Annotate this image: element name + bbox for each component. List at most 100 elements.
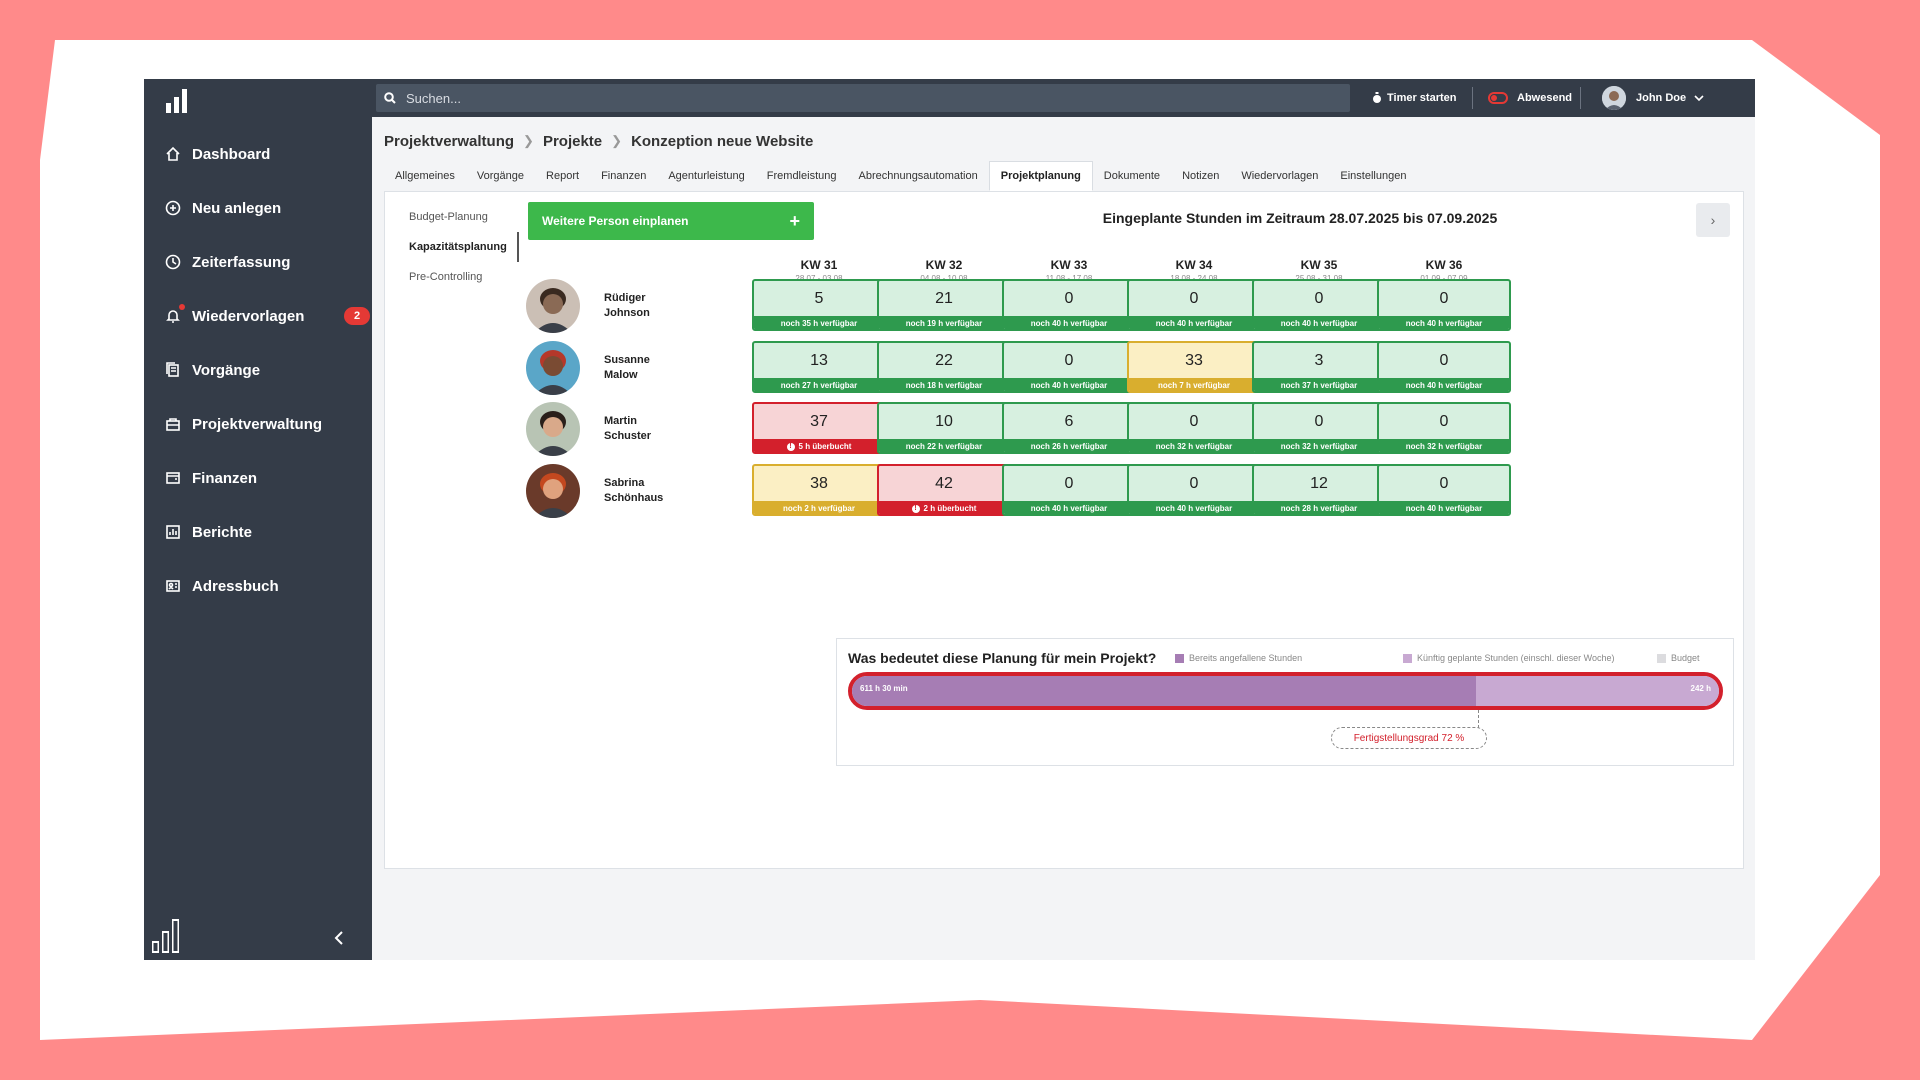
planned-hours: 22 — [935, 351, 953, 369]
availability-text: noch 40 h verfügbar — [1405, 381, 1483, 390]
capacity-cell[interactable]: 3 noch 37 h verfügbar — [1252, 341, 1386, 393]
tab-wiedervorlagen[interactable]: Wiedervorlagen — [1241, 170, 1319, 182]
stopwatch-icon — [1373, 92, 1381, 103]
capacity-cell[interactable]: 0 noch 40 h verfügbar — [1377, 341, 1511, 393]
capacity-cell[interactable]: 10 noch 22 h verfügbar — [877, 402, 1011, 454]
app-window: Dashboard Neu anlegen Zeiterfassung Wied… — [144, 79, 1755, 960]
capacity-cell[interactable]: 0 noch 40 h verfügbar — [1377, 464, 1511, 516]
sidebar-item-label: Projektverwaltung — [192, 415, 323, 433]
planned-hours: 12 — [1310, 474, 1328, 492]
capacity-cell[interactable]: 5 noch 35 h verfügbar — [752, 279, 886, 331]
search-input[interactable] — [406, 90, 1306, 106]
sidebar-item-dashboard[interactable]: Dashboard — [164, 139, 364, 169]
planned-hours: 42 — [935, 474, 953, 492]
person-name: Sabrina Schönhaus — [604, 476, 724, 506]
sidebar-item-zeiterfassung[interactable]: Zeiterfassung — [164, 247, 364, 277]
planned-hours: 21 — [935, 289, 953, 307]
absent-label: Abwesend — [1517, 92, 1573, 104]
planned-hours: 33 — [1185, 351, 1203, 369]
sidebar-item-wiedervorlagen[interactable]: Wiedervorlagen 2 — [164, 301, 370, 331]
last-name: Schuster — [604, 430, 652, 442]
availability-text: noch 7 h verfügbar — [1157, 381, 1230, 390]
completion-badge: Fertigstellungsgrad 72 % — [1331, 727, 1487, 749]
sidebar-item-vorgaenge[interactable]: Vorgänge — [164, 355, 364, 385]
next-period-button[interactable]: › — [1696, 203, 1730, 237]
capacity-cell[interactable]: 0 noch 40 h verfügbar — [1002, 341, 1136, 393]
tab-finanzen[interactable]: Finanzen — [601, 170, 647, 182]
absent-toggle[interactable]: Abwesend — [1488, 89, 1572, 107]
capacity-cell[interactable]: 0 noch 40 h verfügbar — [1377, 279, 1511, 331]
sidebar-item-berichte[interactable]: Berichte — [164, 517, 364, 547]
timer-start-button[interactable]: Timer starten — [1372, 89, 1457, 107]
tab-agenturleistung[interactable]: Agenturleistung — [668, 170, 745, 182]
capacity-cell[interactable]: 0 noch 40 h verfügbar — [1002, 279, 1136, 331]
availability-text: noch 27 h verfügbar — [780, 381, 858, 390]
sidebar-item-adressbuch[interactable]: Adressbuch — [164, 571, 364, 601]
capacity-cell[interactable]: 38 noch 2 h verfügbar — [752, 464, 886, 516]
week-header: KW 34 18.08 - 24.08 — [1127, 258, 1261, 283]
search-bar[interactable] — [376, 84, 1350, 112]
user-name: John Doe — [1636, 92, 1687, 104]
sidebar-item-label: Adressbuch — [192, 577, 279, 595]
planned-hours: 0 — [1189, 412, 1199, 430]
legend-swatch — [1657, 653, 1666, 663]
capacity-cell[interactable]: 0 noch 40 h verfügbar — [1127, 279, 1261, 331]
breadcrumb-item[interactable]: Projektverwaltung — [384, 132, 515, 150]
plus-icon: + — [789, 210, 800, 231]
breadcrumb-item[interactable]: Projekte — [542, 132, 603, 150]
last-name: Schönhaus — [604, 492, 664, 504]
availability-note: noch 40 h verfügbar — [1379, 501, 1509, 514]
week-header: KW 32 04.08 - 10.08 — [877, 258, 1011, 283]
collapse-sidebar-button[interactable] — [330, 927, 348, 949]
subnav-item[interactable]: Kapazitätsplanung — [385, 232, 519, 262]
planned-hours: 5 — [814, 289, 824, 307]
tab-abrechnungsautomation[interactable]: Abrechnungsautomation — [858, 170, 978, 182]
capacity-cell[interactable]: 21 noch 19 h verfügbar — [877, 279, 1011, 331]
documents-icon — [164, 361, 182, 379]
tab-dokumente[interactable]: Dokumente — [1103, 170, 1161, 182]
tab-vorg-nge[interactable]: Vorgänge — [476, 170, 525, 182]
first-name: Rüdiger — [604, 292, 646, 304]
legend-label: Künftig geplante Stunden (einschl. diese… — [1417, 653, 1615, 663]
tab-notizen[interactable]: Notizen — [1182, 170, 1220, 182]
capacity-cell[interactable]: 0 noch 32 h verfügbar — [1127, 402, 1261, 454]
avatar — [526, 341, 580, 395]
sidebar-item-projektverwaltung[interactable]: Projektverwaltung — [164, 409, 364, 439]
capacity-cell[interactable]: 22 noch 18 h verfügbar — [877, 341, 1011, 393]
subnav-item[interactable]: Pre-Controlling — [409, 271, 483, 283]
planned-hours: 3 — [1314, 351, 1324, 369]
breadcrumb: Projektverwaltung ❯ Projekte ❯ Konzeptio… — [384, 131, 813, 151]
sidebar-item-finanzen[interactable]: Finanzen — [164, 463, 364, 493]
planned-hours-bar — [1476, 676, 1719, 706]
legend-swatch — [1175, 653, 1184, 663]
subnav-item[interactable]: Budget-Planung — [409, 211, 488, 223]
capacity-cell[interactable]: 0 noch 32 h verfügbar — [1252, 402, 1386, 454]
tab-report[interactable]: Report — [546, 170, 580, 182]
sidebar-item-neu-anlegen[interactable]: Neu anlegen — [164, 193, 364, 223]
capacity-cell[interactable]: 42! 2 h überbucht — [877, 464, 1011, 516]
tab-allgemeines[interactable]: Allgemeines — [395, 170, 455, 182]
availability-note: noch 40 h verfügbar — [1004, 378, 1134, 391]
capacity-cell[interactable]: 0 noch 40 h verfügbar — [1127, 464, 1261, 516]
capacity-cell[interactable]: 37! 5 h überbucht — [752, 402, 886, 454]
add-person-button[interactable]: Weitere Person einplanen + — [528, 202, 814, 240]
divider — [1472, 87, 1473, 109]
week-dates: 01.09 - 07.09 — [1377, 274, 1511, 283]
timer-label: Timer starten — [1387, 92, 1457, 104]
capacity-cell[interactable]: 6 noch 26 h verfügbar — [1002, 402, 1136, 454]
capacity-cell[interactable]: 33 noch 7 h verfügbar — [1127, 341, 1261, 393]
availability-note: noch 40 h verfügbar — [1129, 316, 1259, 329]
week-dates: 25.08 - 31.08 — [1252, 274, 1386, 283]
tab-fremdleistung[interactable]: Fremdleistung — [766, 170, 837, 182]
user-menu[interactable]: John Doe — [1602, 86, 1704, 110]
capacity-cell[interactable]: 0 noch 40 h verfügbar — [1002, 464, 1136, 516]
capacity-cell[interactable]: 0 noch 32 h verfügbar — [1377, 402, 1511, 454]
capacity-cell[interactable]: 12 noch 28 h verfügbar — [1252, 464, 1386, 516]
availability-note: noch 40 h verfügbar — [1379, 316, 1509, 329]
app-logo-icon[interactable] — [166, 87, 188, 113]
capacity-cell[interactable]: 0 noch 40 h verfügbar — [1252, 279, 1386, 331]
tab-projektplanung[interactable]: Projektplanung — [988, 161, 1093, 191]
capacity-cell[interactable]: 13 noch 27 h verfügbar — [752, 341, 886, 393]
tab-einstellungen[interactable]: Einstellungen — [1340, 170, 1407, 182]
week-number: KW 32 — [925, 258, 963, 272]
